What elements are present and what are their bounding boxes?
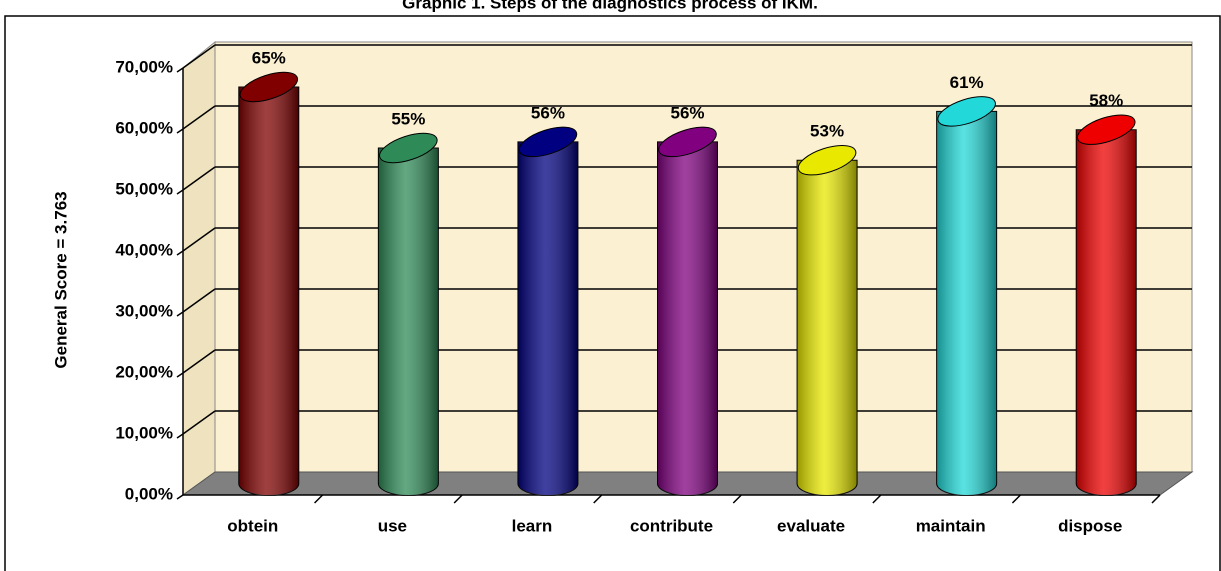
y-tick-label: 20,00% (115, 362, 173, 381)
y-tick-label: 0,00% (125, 484, 173, 503)
y-tick-label: 40,00% (115, 240, 173, 259)
bar-top (937, 96, 996, 127)
bar (238, 71, 300, 496)
value-label: 61% (950, 73, 984, 92)
grid-line (182, 410, 216, 435)
x-tick (1151, 494, 1161, 504)
x-tick-label: obtein (227, 516, 278, 535)
bar-top (379, 132, 438, 164)
bar-shade (1076, 129, 1137, 496)
grid-line (182, 105, 216, 130)
bar-shade (797, 160, 858, 496)
bar (796, 144, 858, 496)
y-tick-label: 70,00% (115, 57, 173, 76)
y-tick-label: 50,00% (115, 179, 173, 198)
bar-shade (657, 141, 718, 496)
bar-top (797, 144, 857, 176)
y-axis-label: General Score = 3.763 (51, 191, 70, 368)
grid-line (182, 349, 216, 374)
x-tick (593, 494, 603, 504)
bar-shade (238, 87, 299, 496)
bar (657, 126, 718, 496)
x-tick-label: dispose (1058, 516, 1122, 535)
y-tick (176, 250, 184, 256)
value-label: 56% (531, 103, 565, 122)
bar-top (658, 126, 717, 158)
bar-shade (517, 141, 578, 496)
x-tick-label: maintain (916, 516, 986, 535)
x-tick (314, 494, 324, 504)
x-tick (1011, 494, 1021, 504)
x-tick-label: contribute (630, 516, 713, 535)
x-tick-label: evaluate (777, 516, 845, 535)
bar (936, 96, 998, 496)
value-label: 65% (252, 48, 286, 67)
value-label: 55% (391, 109, 425, 128)
bar-top (1076, 114, 1136, 145)
bar-top (239, 71, 299, 103)
y-tick (176, 311, 184, 317)
x-tick (872, 494, 882, 504)
y-tick (176, 433, 184, 439)
bar (517, 126, 579, 496)
y-tick (176, 189, 184, 195)
y-tick-label: 10,00% (115, 423, 173, 442)
chart-frame (4, 15, 1221, 571)
x-tick (732, 494, 742, 504)
y-tick (176, 67, 184, 73)
x-tick-label: use (378, 516, 407, 535)
bar (1075, 114, 1137, 496)
value-label: 56% (670, 103, 704, 122)
y-tick (176, 494, 184, 500)
y-tick (176, 372, 184, 378)
y-tick (176, 128, 184, 134)
chart-title: Graphic 1. Steps of the diagnostics proc… (402, 0, 818, 12)
value-label: 53% (810, 122, 844, 141)
x-tick (453, 494, 463, 504)
y-tick-label: 60,00% (115, 118, 173, 137)
bar-top (518, 126, 578, 158)
bar-shade (936, 111, 997, 496)
grid-line (182, 44, 216, 69)
y-tick-label: 30,00% (115, 301, 173, 320)
grid-line (182, 288, 216, 313)
grid-line (182, 227, 216, 252)
value-label: 58% (1089, 91, 1123, 110)
bar (377, 132, 439, 496)
x-tick-label: learn (512, 516, 553, 535)
bar-shade (378, 148, 439, 496)
grid-line (182, 166, 216, 191)
